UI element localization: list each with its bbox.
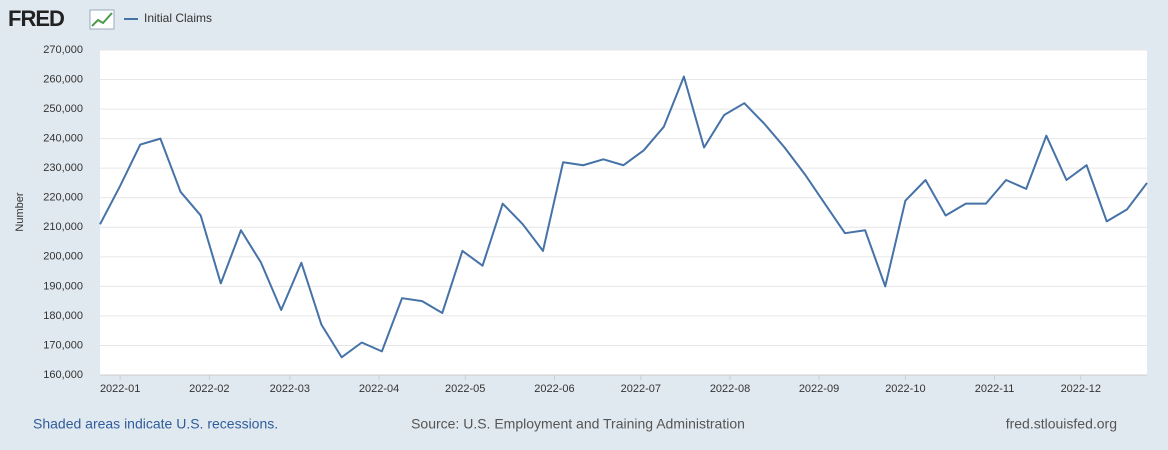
footer-recessions[interactable]: Shaded areas indicate U.S. recessions.: [33, 416, 278, 432]
x-tick-label: 2022-07: [621, 383, 661, 395]
x-tick-label: 2022-03: [270, 383, 310, 395]
x-tick-label: 2022-10: [885, 383, 925, 395]
y-tick-label: 230,000: [43, 162, 83, 174]
y-axis-label: Number: [14, 192, 26, 231]
y-tick-label: 180,000: [43, 310, 83, 322]
footer-source: Source: U.S. Employment and Training Adm…: [411, 416, 745, 432]
footer-url[interactable]: fred.stlouisfed.org: [1006, 416, 1117, 432]
x-tick-label: 2022-01: [100, 383, 140, 395]
y-tick-label: 170,000: [43, 339, 83, 351]
x-tick-label: 2022-05: [445, 383, 485, 395]
y-tick-label: 190,000: [43, 280, 83, 292]
y-tick-label: 270,000: [43, 44, 83, 56]
y-tick-label: 240,000: [43, 133, 83, 145]
x-tick-label: 2022-04: [359, 383, 399, 395]
logo: FRED: [8, 6, 64, 31]
x-tick-label: 2022-02: [189, 383, 229, 395]
y-tick-label: 200,000: [43, 251, 83, 263]
y-tick-label: 250,000: [43, 103, 83, 115]
y-tick-label: 260,000: [43, 73, 83, 85]
y-tick-label: 210,000: [43, 221, 83, 233]
x-tick-label: 2022-11: [975, 383, 1015, 395]
y-tick-label: 160,000: [43, 369, 83, 381]
logo-icon: [89, 9, 115, 30]
y-tick-label: 220,000: [43, 192, 83, 204]
x-tick-label: 2022-08: [710, 383, 750, 395]
plot-area: [100, 50, 1147, 375]
data-line: [99, 75, 1148, 359]
x-tick-label: 2022-12: [1061, 383, 1101, 395]
x-tick-label: 2022-09: [799, 383, 839, 395]
legend-label: Initial Claims: [144, 11, 212, 25]
x-tick-label: 2022-06: [534, 383, 574, 395]
